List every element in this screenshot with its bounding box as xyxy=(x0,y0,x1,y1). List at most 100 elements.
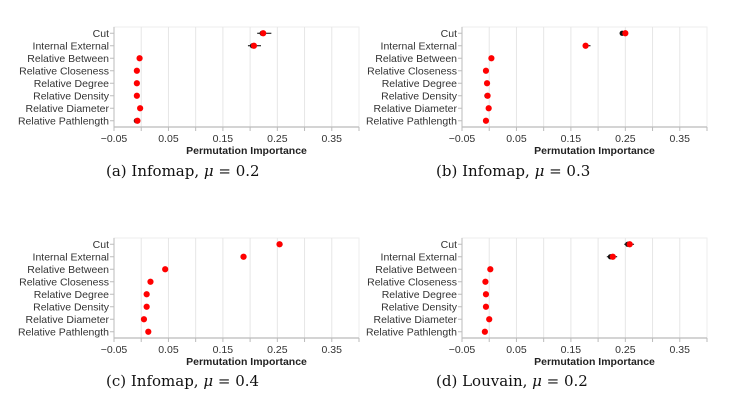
y-tick-label: Relative Closeness xyxy=(19,65,109,77)
data-point xyxy=(481,328,488,335)
x-axis-label: Permutation Importance xyxy=(534,145,655,157)
data-point xyxy=(133,92,140,99)
x-tick-label: 0.05 xyxy=(506,133,527,145)
caption-c-prefix: (c) Infomap, xyxy=(106,372,204,390)
data-point xyxy=(622,30,629,37)
x-tick-label: 0.05 xyxy=(158,344,179,356)
data-point xyxy=(482,67,490,74)
y-tick-label: Relative Closeness xyxy=(19,276,109,288)
x-axis-label: Permutation Importance xyxy=(186,356,307,368)
plot-area xyxy=(113,26,360,128)
data-point xyxy=(133,67,140,74)
x-tick-label: −0.05 xyxy=(101,344,128,356)
plot-area xyxy=(113,237,360,339)
x-tick-label: −0.05 xyxy=(449,133,476,145)
data-point xyxy=(140,316,148,323)
caption-c: (c) Infomap, μ = 0.4 xyxy=(106,372,259,390)
plot-area xyxy=(461,26,708,128)
caption-d: (d) Louvain, μ = 0.2 xyxy=(436,372,588,390)
y-tick-label: Relative Closeness xyxy=(367,65,457,77)
plot-area xyxy=(461,237,708,339)
caption-d-eq: = 0.2 xyxy=(541,372,588,390)
x-tick-label: 0.15 xyxy=(561,133,582,145)
data-point xyxy=(143,303,150,310)
data-point xyxy=(482,291,490,298)
x-tick-label: 0.35 xyxy=(322,344,343,356)
y-tick-label: Cut xyxy=(93,28,109,40)
data-point xyxy=(488,55,495,62)
y-tick-label: Relative Density xyxy=(33,90,110,102)
caption-c-eq: = 0.4 xyxy=(213,372,260,390)
data-point xyxy=(276,241,283,248)
data-point xyxy=(609,253,616,260)
data-point xyxy=(486,316,493,323)
data-point xyxy=(487,266,494,273)
x-tick-label: −0.05 xyxy=(449,344,476,356)
caption-a: (a) Infomap, μ = 0.2 xyxy=(106,162,260,180)
caption-a-mu: μ xyxy=(203,162,214,180)
y-tick-label: Relative Between xyxy=(375,264,457,276)
x-axis-label: Permutation Importance xyxy=(186,145,307,157)
data-point xyxy=(582,42,589,49)
y-tick-label: Internal External xyxy=(381,40,457,52)
y-tick-label: Cut xyxy=(93,239,109,251)
data-point xyxy=(483,80,491,87)
x-tick-label: 0.25 xyxy=(267,344,288,356)
data-point xyxy=(137,105,144,112)
y-tick-label: Relative Pathlength xyxy=(366,326,457,338)
y-tick-label: Relative Degree xyxy=(34,289,109,301)
panel-a: Cut Internal External Relative Between Rela… xyxy=(0,20,370,165)
x-axis-label: Permutation Importance xyxy=(534,356,655,368)
caption-a-prefix: (a) Infomap, xyxy=(106,162,204,180)
caption-b-eq: = 0.3 xyxy=(544,162,591,180)
y-tick-label: Relative Between xyxy=(27,53,109,65)
panel-c: Cut Internal External Relative Between Rela… xyxy=(0,231,370,376)
caption-d-prefix: (d) Louvain, xyxy=(436,372,533,390)
y-tick-label: Relative Pathlength xyxy=(18,115,109,127)
panel-b: Cut Internal External Relative Between Rela… xyxy=(348,20,718,165)
y-tick-label: Relative Pathlength xyxy=(18,326,109,338)
y-tick-label: Relative Between xyxy=(375,53,457,65)
y-tick-label: Internal External xyxy=(33,251,109,263)
data-point xyxy=(147,278,154,285)
data-point xyxy=(240,253,247,260)
y-tick-label: Relative Degree xyxy=(382,289,457,301)
x-tick-label: 0.05 xyxy=(158,133,179,145)
data-point xyxy=(482,117,490,124)
y-tick-label: Relative Diameter xyxy=(374,103,458,115)
y-tick-label: Relative Pathlength xyxy=(366,115,457,127)
y-tick-label: Relative Degree xyxy=(34,78,109,90)
y-tick-label: Cut xyxy=(441,239,457,251)
caption-c-mu: μ xyxy=(203,372,214,390)
data-point xyxy=(136,55,143,62)
y-tick-label: Relative Density xyxy=(33,301,110,313)
y-tick-label: Relative Degree xyxy=(382,78,457,90)
y-tick-label: Cut xyxy=(441,28,457,40)
caption-b-mu: μ xyxy=(534,162,545,180)
x-tick-label: 0.35 xyxy=(322,133,343,145)
data-point xyxy=(162,266,169,273)
x-tick-label: 0.05 xyxy=(506,344,527,356)
data-point xyxy=(133,80,140,87)
x-tick-label: 0.15 xyxy=(213,344,234,356)
x-tick-label: 0.35 xyxy=(670,344,691,356)
y-tick-label: Internal External xyxy=(33,40,109,52)
data-point xyxy=(250,42,258,49)
y-tick-label: Internal External xyxy=(381,251,457,263)
y-tick-label: Relative Diameter xyxy=(26,314,110,326)
x-tick-label: 0.15 xyxy=(213,133,234,145)
data-point xyxy=(482,278,489,285)
x-tick-label: 0.35 xyxy=(670,133,691,145)
y-tick-label: Relative Density xyxy=(381,301,458,313)
x-tick-label: 0.25 xyxy=(615,133,636,145)
caption-b-prefix: (b) Infomap, xyxy=(436,162,535,180)
data-point xyxy=(260,30,267,37)
x-tick-label: −0.05 xyxy=(101,133,128,145)
y-tick-label: Relative Closeness xyxy=(367,276,457,288)
y-tick-label: Relative Diameter xyxy=(374,314,458,326)
x-tick-label: 0.25 xyxy=(615,344,636,356)
